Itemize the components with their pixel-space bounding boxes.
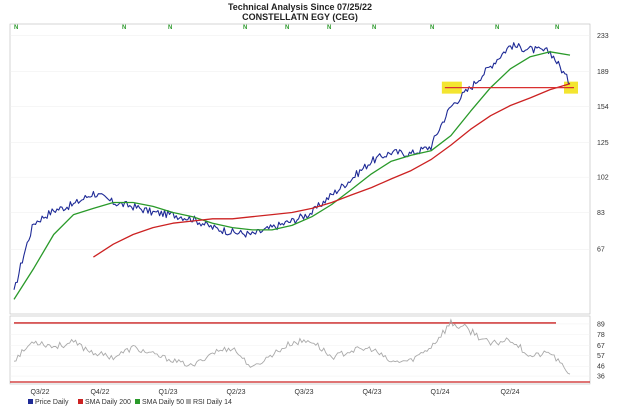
y-tick: 233 [597,33,609,40]
legend-swatch-price [28,399,33,404]
chart-title: Technical Analysis Since 07/25/22 [228,2,372,12]
legend-price: Price Daily [35,399,69,406]
signal-marker: N [372,25,376,31]
legend-rsi: RSI Daily 14 [193,399,232,406]
signal-marker: N [14,25,18,31]
rsi-tick: 46 [597,364,605,371]
rsi-tick: 57 [597,353,605,360]
signal-marker: N [555,25,559,31]
series-line-sma-daily-50 [13,51,571,300]
rsi-line [13,318,571,375]
rsi-tick: 78 [597,332,605,339]
series-lines [13,42,574,300]
chart-subtitle: CONSTELLATN EGY (CEG) [242,12,358,22]
series-line-price-daily [13,42,571,290]
y-tick: 83 [597,210,605,217]
signal-marker: N [122,25,126,31]
y-tick: 102 [597,175,609,182]
x-axis: Q3/22 Q4/22 Q1/23 Q2/23 Q3/23 Q4/23 Q1/2… [30,389,519,396]
legend-sma50: SMA Daily 50 [142,399,184,406]
legend-swatch-sma200 [78,399,83,404]
series-line-sma-daily-200 [93,83,571,258]
x-tick: Q3/23 [294,389,313,396]
x-tick: Q2/24 [500,389,519,396]
rsi-lines [10,318,590,383]
signal-markers: N N N N N N N N N N [14,25,559,31]
y-tick: 154 [597,104,609,111]
rsi-tick: 36 [597,374,605,381]
x-tick: Q1/23 [158,389,177,396]
legend-swatch-sma50 [135,399,140,404]
price-y-axis: 233 189 154 125 102 83 67 [597,33,609,254]
y-tick: 67 [597,247,605,254]
signal-marker: N [168,25,172,31]
x-tick: Q4/23 [362,389,381,396]
price-panel-frame [9,23,591,315]
x-tick: Q2/23 [226,389,245,396]
legend-sma200: SMA Daily 200 [85,399,131,406]
rsi-tick: 89 [597,321,605,328]
x-tick: Q1/24 [430,389,449,396]
y-tick: 125 [597,140,609,147]
grid-lines [10,35,590,377]
legend: Price Daily SMA Daily 200 SMA Daily 50 R… [28,399,232,406]
y-tick: 189 [597,69,609,76]
rsi-panel-frame [9,315,591,385]
signal-marker: N [327,25,331,31]
signal-marker: N [430,25,434,31]
signal-marker: N [285,25,289,31]
rsi-tick: 67 [597,343,605,350]
x-tick: Q4/22 [90,389,109,396]
rsi-y-axis: 89 78 67 57 46 36 [597,321,605,380]
x-tick: Q3/22 [30,389,49,396]
signal-marker: N [495,25,499,31]
signal-marker: N [243,25,247,31]
legend-swatch-rsi [186,399,191,404]
